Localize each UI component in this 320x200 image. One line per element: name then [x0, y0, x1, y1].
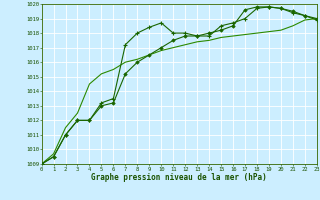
- X-axis label: Graphe pression niveau de la mer (hPa): Graphe pression niveau de la mer (hPa): [91, 173, 267, 182]
